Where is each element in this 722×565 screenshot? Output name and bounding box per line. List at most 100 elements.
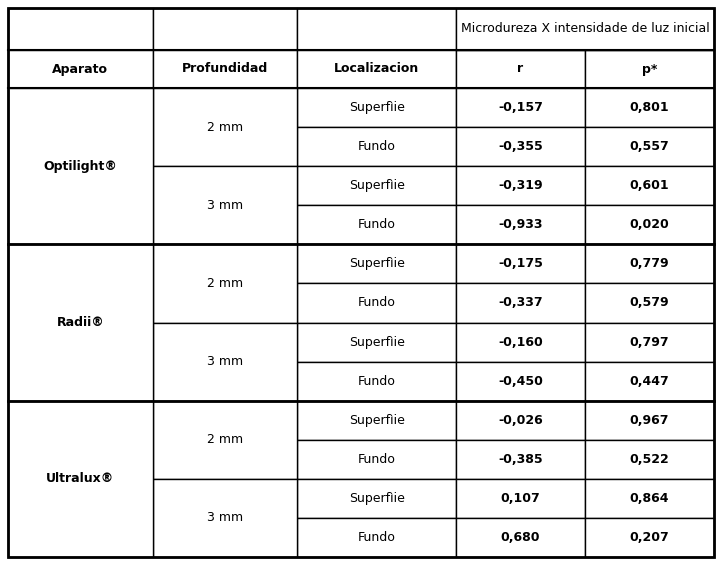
Text: Aparato: Aparato [53,63,108,76]
Text: -0,337: -0,337 [498,297,543,310]
Text: Fundo: Fundo [357,218,396,231]
Text: 0,447: 0,447 [630,375,669,388]
Bar [585,50,714,88]
Text: 0,522: 0,522 [630,453,669,466]
Bar [8,244,153,401]
Text: Optilight®: Optilight® [43,160,117,173]
Bar [153,50,297,88]
Bar [585,205,714,244]
Bar [585,518,714,557]
Text: 0,601: 0,601 [630,179,669,192]
Bar [297,205,456,244]
Text: Superfìie: Superfìie [349,258,404,271]
Text: 0,801: 0,801 [630,101,669,114]
Text: 0,207: 0,207 [630,531,669,544]
Text: 3 mm: 3 mm [207,199,243,212]
Text: Microdureza X intensidade de luz inicial: Microdureza X intensidade de luz inicial [461,23,709,36]
Bar [585,284,714,323]
Text: 0,579: 0,579 [630,297,669,310]
Bar [153,166,297,244]
Bar [585,479,714,518]
Bar [297,244,456,284]
Bar [153,8,297,50]
Bar [8,8,153,50]
Text: p*: p* [642,63,657,76]
Bar [456,362,585,401]
Text: 0,020: 0,020 [630,218,669,231]
Bar [585,362,714,401]
Bar [456,205,585,244]
Text: Radii®: Radii® [56,316,104,329]
Bar [297,479,456,518]
Bar [456,440,585,479]
Text: -0,355: -0,355 [498,140,543,153]
Text: 0,680: 0,680 [500,531,540,544]
Text: Superfìie: Superfìie [349,414,404,427]
Bar [297,323,456,362]
Bar [456,323,585,362]
Bar [297,362,456,401]
Text: 2 mm: 2 mm [207,277,243,290]
Bar [297,8,456,50]
Text: -0,450: -0,450 [498,375,543,388]
Bar [297,401,456,440]
Bar [456,401,585,440]
Text: r: r [518,63,523,76]
Bar [297,518,456,557]
Text: Superfìie: Superfìie [349,492,404,505]
Bar [297,50,456,88]
Bar [456,50,585,88]
Bar [456,127,585,166]
Bar [585,166,714,205]
Text: Superfìie: Superfìie [349,179,404,192]
Text: 0,779: 0,779 [630,258,669,271]
Bar [8,401,153,557]
Bar [153,88,297,166]
Bar [153,323,297,401]
Bar [456,284,585,323]
Text: 3 mm: 3 mm [207,355,243,368]
Bar [456,8,714,50]
Text: -0,175: -0,175 [498,258,543,271]
Bar [8,88,153,244]
Text: Ultralux®: Ultralux® [46,472,115,485]
Bar [456,244,585,284]
Bar [585,244,714,284]
Text: Profundidad: Profundidad [182,63,268,76]
Bar [585,323,714,362]
Text: 2 mm: 2 mm [207,433,243,446]
Text: -0,160: -0,160 [498,336,543,349]
Bar [297,284,456,323]
Bar [585,401,714,440]
Text: Superfìie: Superfìie [349,101,404,114]
Bar [585,88,714,127]
Bar [297,127,456,166]
Text: Localizacion: Localizacion [334,63,419,76]
Text: Fundo: Fundo [357,140,396,153]
Bar [153,479,297,557]
Bar [297,88,456,127]
Bar [297,166,456,205]
Bar [153,401,297,479]
Text: Fundo: Fundo [357,375,396,388]
Text: 0,797: 0,797 [630,336,669,349]
Text: -0,026: -0,026 [498,414,543,427]
Text: 0,967: 0,967 [630,414,669,427]
Text: 3 mm: 3 mm [207,511,243,524]
Text: -0,157: -0,157 [498,101,543,114]
Bar [456,88,585,127]
Text: Fundo: Fundo [357,297,396,310]
Text: -0,933: -0,933 [498,218,543,231]
Text: -0,385: -0,385 [498,453,543,466]
Bar [297,440,456,479]
Text: 0,557: 0,557 [630,140,669,153]
Bar [8,50,153,88]
Bar [456,479,585,518]
Text: Fundo: Fundo [357,453,396,466]
Bar [456,166,585,205]
Bar [585,127,714,166]
Text: Superfìie: Superfìie [349,336,404,349]
Text: -0,319: -0,319 [498,179,543,192]
Text: Fundo: Fundo [357,531,396,544]
Bar [456,518,585,557]
